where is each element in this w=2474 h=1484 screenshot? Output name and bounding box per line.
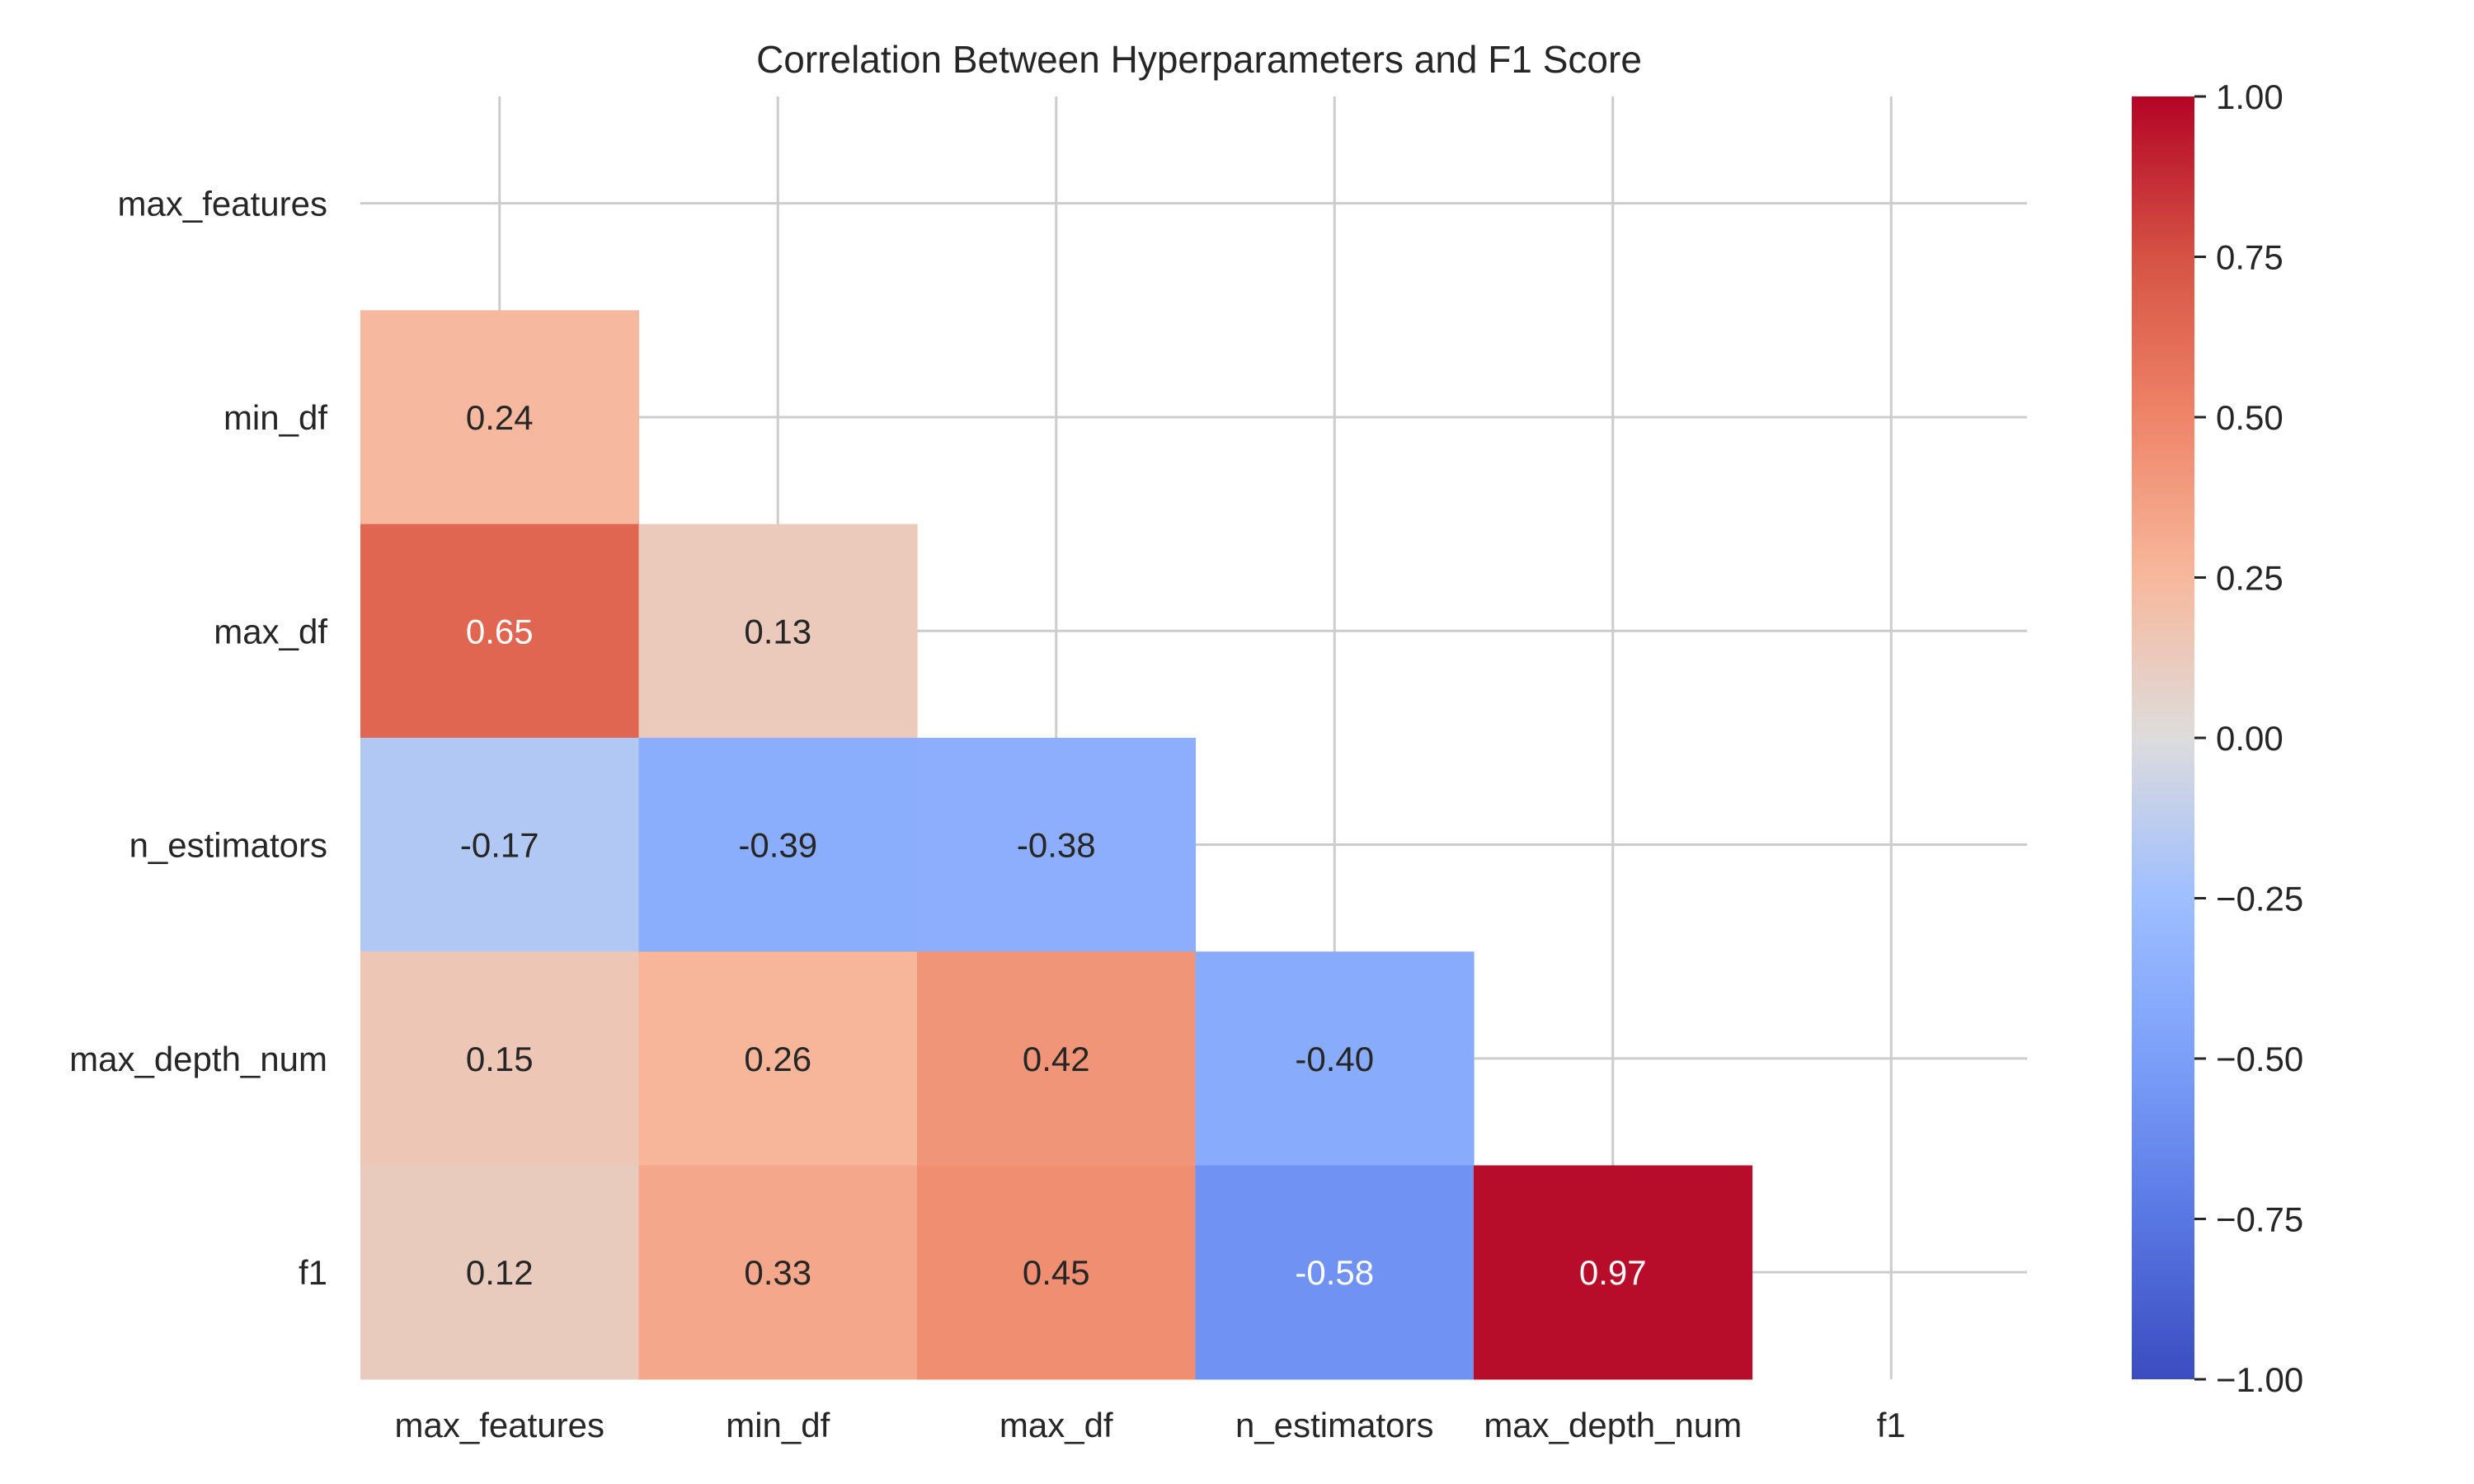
cell-value-label: -0.17 <box>460 826 539 865</box>
cell-value-label: 0.65 <box>466 612 534 650</box>
heatmap-cell <box>638 1165 918 1380</box>
colorbar-tick-label: 1.00 <box>2216 77 2284 116</box>
cell-value-label: 0.15 <box>466 1040 534 1078</box>
colorbar-tick-label: −1.00 <box>2216 1360 2303 1399</box>
heatmap-cell <box>360 524 640 739</box>
colorbar-tick-label: −0.25 <box>2216 880 2303 918</box>
heatmap-cell <box>360 1165 640 1380</box>
x-tick-label: n_estimators <box>1235 1406 1433 1444</box>
heatmap-cell <box>638 737 918 952</box>
colorbar-ticks: 1.00 0.75 0.50 0.25 0.00 −0.25 −0.50 −0.75 −1.00 <box>2194 77 2303 1399</box>
colorbar-tick-label: 0.75 <box>2216 238 2284 277</box>
heatmap-cell <box>917 951 1197 1167</box>
cell-value-label: 0.97 <box>1579 1253 1647 1292</box>
heatmap-cells <box>360 310 1753 1380</box>
heatmap-cell <box>917 737 1197 952</box>
colorbar-tick-label: 0.25 <box>2216 559 2284 598</box>
cell-value-label: 0.26 <box>744 1040 811 1078</box>
x-tick-label: max_df <box>999 1406 1113 1444</box>
y-tick-label: min_df <box>223 398 327 437</box>
heatmap-cell <box>638 951 918 1167</box>
heatmap-cell <box>360 310 640 525</box>
colorbar-tick-label: 0.00 <box>2216 719 2284 758</box>
cell-value-label: -0.58 <box>1295 1253 1374 1292</box>
colorbar-tick-label: 0.50 <box>2216 398 2284 437</box>
colorbar-gradient <box>2132 96 2194 1379</box>
colorbar: 1.00 0.75 0.50 0.25 0.00 −0.25 −0.50 −0.75 −1.00 <box>2132 77 2303 1399</box>
cell-value-label: -0.39 <box>738 826 817 865</box>
cell-value-label: 0.12 <box>466 1253 534 1292</box>
heatmap-cell <box>1195 951 1475 1167</box>
y-tick-label: n_estimators <box>129 826 327 865</box>
cell-value-label: 0.42 <box>1023 1040 1090 1078</box>
cell-value-label: -0.40 <box>1295 1040 1374 1078</box>
cell-value-label: 0.45 <box>1023 1253 1090 1292</box>
heatmap-cell <box>638 524 918 739</box>
y-tick-label: max_df <box>214 612 327 650</box>
colorbar-tick-label: −0.75 <box>2216 1200 2303 1239</box>
cell-value-label: -0.38 <box>1017 826 1096 865</box>
y-tick-label: f1 <box>299 1253 327 1292</box>
x-tick-label: max_depth_num <box>1484 1406 1742 1444</box>
heatmap-cell <box>1195 1165 1475 1380</box>
cell-annotations: 0.24 0.65 0.13 -0.17 -0.39 -0.38 0.15 0.26 0.42 -… <box>460 398 1647 1292</box>
x-tick-label: max_features <box>395 1406 604 1444</box>
cell-value-label: 0.24 <box>466 398 534 437</box>
y-tick-label: max_features <box>118 185 327 223</box>
x-tick-label: f1 <box>1877 1406 1906 1444</box>
chart-title: Correlation Between Hyperparameters and … <box>756 38 1642 81</box>
cell-value-label: 0.33 <box>744 1253 811 1292</box>
heatmap-cell <box>917 1165 1197 1380</box>
heatmap-cell <box>360 951 640 1167</box>
x-tick-label: min_df <box>726 1406 830 1444</box>
colorbar-tick-label: −0.50 <box>2216 1040 2303 1078</box>
y-axis-tick-labels: max_features min_df max_df n_estimators max_… <box>69 185 327 1293</box>
x-axis-tick-labels: max_features min_df max_df n_estimators max_… <box>395 1406 1906 1444</box>
heatmap-cell <box>1474 1165 1753 1380</box>
heatmap-cell <box>360 737 640 952</box>
cell-value-label: 0.13 <box>744 612 811 650</box>
y-tick-label: max_depth_num <box>69 1040 327 1078</box>
